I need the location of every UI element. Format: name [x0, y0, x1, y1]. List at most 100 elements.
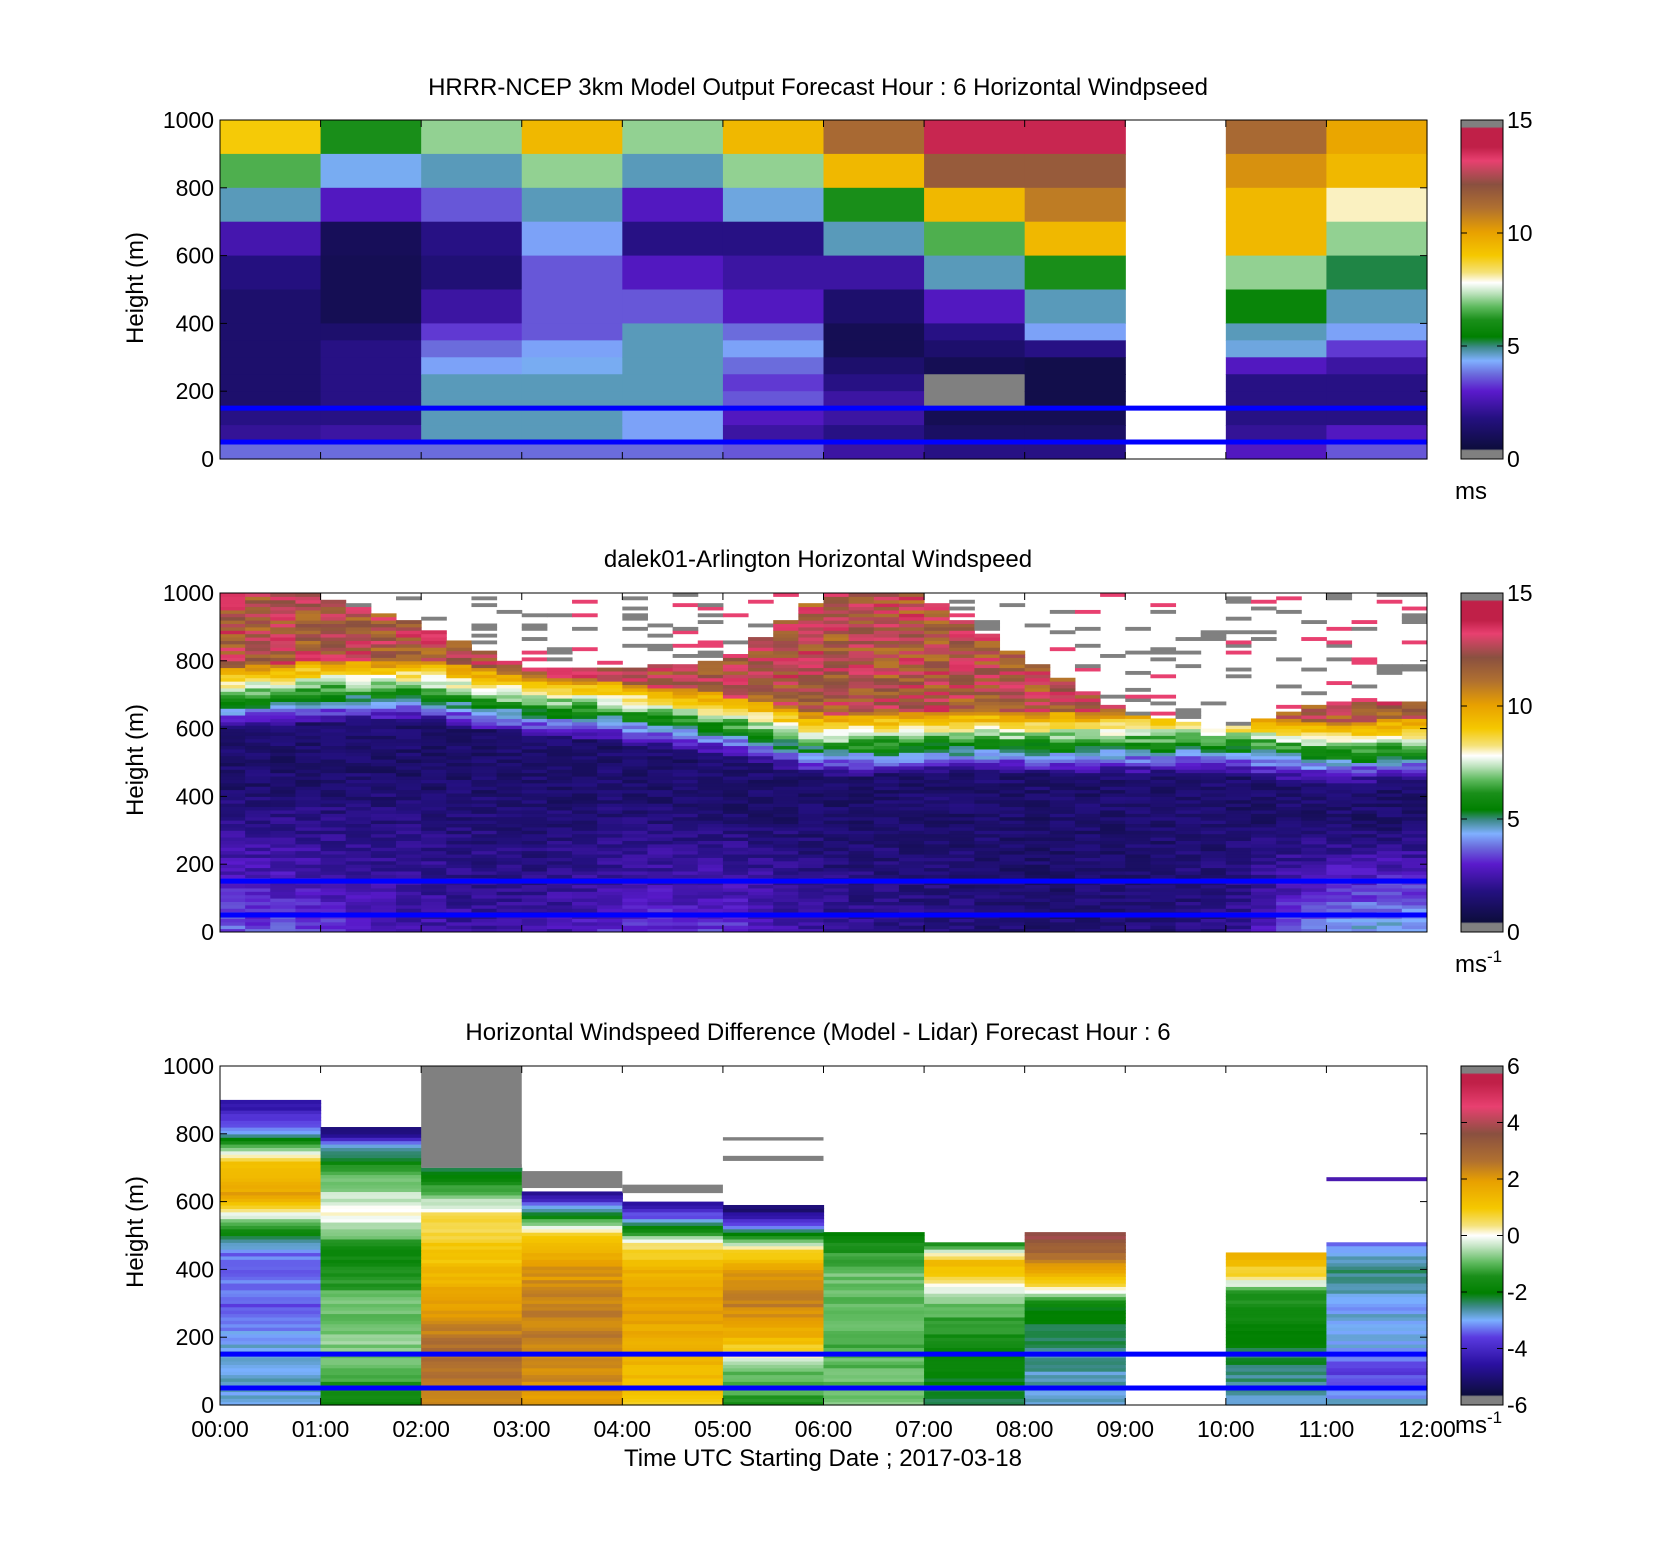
heatmap-cell: [521, 772, 548, 777]
heatmap-cell: [873, 603, 900, 608]
heatmap-cell: [546, 894, 573, 899]
heatmap-cell: [546, 843, 573, 848]
heatmap-cell: [999, 857, 1026, 862]
heatmap-cell: [622, 596, 648, 601]
heatmap-cell: [949, 667, 975, 672]
heatmap-cell: [773, 908, 799, 913]
heatmap-cell: [1225, 891, 1252, 896]
heatmap-cell: [1376, 874, 1403, 879]
heatmap-cell: [521, 731, 548, 736]
heatmap-cell: [748, 674, 774, 679]
heatmap-cell: [345, 799, 372, 804]
heatmap-cell: [1401, 833, 1428, 838]
heatmap-cell: [748, 850, 774, 855]
heatmap-cell: [370, 684, 397, 689]
heatmap-cell: [1376, 664, 1403, 669]
heatmap-cell: [748, 715, 774, 719]
heatmap-cell: [421, 221, 523, 257]
heatmap-cell: [220, 623, 246, 628]
heatmap-cell: [245, 616, 271, 621]
heatmap-cell: [798, 806, 824, 811]
heatmap-cell: [949, 687, 975, 692]
heatmap-cell: [1024, 1401, 1126, 1406]
heatmap-cell: [823, 908, 850, 913]
heatmap-cell: [697, 874, 724, 879]
heatmap-cell: [773, 718, 799, 723]
heatmap-cell: [1200, 789, 1227, 794]
heatmap-cell: [220, 687, 246, 692]
heatmap-cell: [1250, 599, 1277, 604]
heatmap-cell: [1024, 1238, 1126, 1243]
heatmap-cell: [873, 725, 900, 730]
heatmap-cell: [848, 843, 875, 848]
heatmap-cell: [1200, 738, 1227, 743]
heatmap-cell: [1200, 921, 1227, 926]
heatmap-cell: [521, 1364, 623, 1369]
heatmap-cell: [521, 1391, 623, 1396]
heatmap-cell: [1225, 408, 1328, 426]
heatmap-cell: [245, 674, 271, 679]
heatmap-cell: [370, 840, 397, 845]
heatmap-cell: [823, 684, 850, 689]
heatmap-cell: [1100, 864, 1126, 869]
heatmap-cell: [1276, 874, 1302, 879]
heatmap-cell: [924, 898, 950, 902]
heatmap-cell: [597, 789, 623, 794]
heatmap-cell: [270, 928, 296, 933]
heatmap-cell: [370, 918, 397, 923]
heatmap-cell: [1376, 752, 1403, 757]
heatmap-cell: [873, 616, 900, 621]
heatmap-cell: [647, 776, 674, 780]
heatmap-cell: [924, 1394, 1026, 1399]
heatmap-cell: [421, 918, 447, 923]
heatmap-cell: [798, 657, 824, 662]
heatmap-cell: [446, 789, 472, 794]
heatmap-cell: [270, 596, 296, 601]
heatmap-cell: [1100, 715, 1126, 719]
heatmap-cell: [320, 1296, 422, 1301]
heatmap-cell: [572, 806, 598, 811]
heatmap-cell: [421, 793, 447, 797]
heatmap-cell: [898, 742, 925, 747]
heatmap-cell: [722, 664, 749, 669]
heatmap-cell: [949, 833, 975, 838]
heatmap-cell: [270, 630, 296, 635]
heatmap-cell: [245, 694, 271, 699]
heatmap-cell: [1074, 887, 1101, 892]
heatmap-cell: [722, 408, 825, 426]
heatmap-cell: [974, 691, 1001, 696]
heatmap-cell: [622, 742, 648, 747]
heatmap-cell: [773, 738, 799, 743]
heatmap-cell: [1074, 772, 1101, 777]
heatmap-cell: [295, 630, 322, 635]
heatmap-cell: [722, 776, 749, 780]
heatmap-cell: [697, 898, 724, 902]
heatmap-cell: [572, 925, 598, 930]
heatmap-cell: [1175, 708, 1202, 713]
heatmap-cell: [924, 120, 1026, 155]
heatmap-cell: [1401, 765, 1428, 770]
heatmap-cell: [370, 745, 397, 750]
heatmap-cell: [1100, 704, 1126, 709]
heatmap-cell: [898, 918, 925, 923]
heatmap-cell: [1250, 830, 1277, 835]
heatmap-cell: [672, 823, 699, 828]
heatmap-cell: [446, 826, 472, 831]
heatmap-cell: [722, 799, 749, 804]
heatmap-cell: [622, 769, 648, 774]
heatmap-cell: [898, 796, 925, 801]
heatmap-cell: [220, 1343, 322, 1348]
heatmap-cell: [220, 1099, 322, 1104]
heatmap-cell: [421, 640, 447, 645]
heatmap-cell: [521, 425, 623, 443]
heatmap-cell: [1150, 721, 1177, 726]
heatmap-cell: [245, 609, 271, 614]
heatmap-cell: [597, 887, 623, 892]
heatmap-cell: [1100, 711, 1126, 716]
heatmap-cell: [546, 799, 573, 804]
heatmap-cell: [521, 1194, 623, 1199]
heatmap-cell: [697, 748, 724, 753]
heatmap-cell: [320, 1337, 422, 1342]
heatmap-cell: [220, 1215, 322, 1220]
heatmap-cell: [220, 1103, 322, 1108]
